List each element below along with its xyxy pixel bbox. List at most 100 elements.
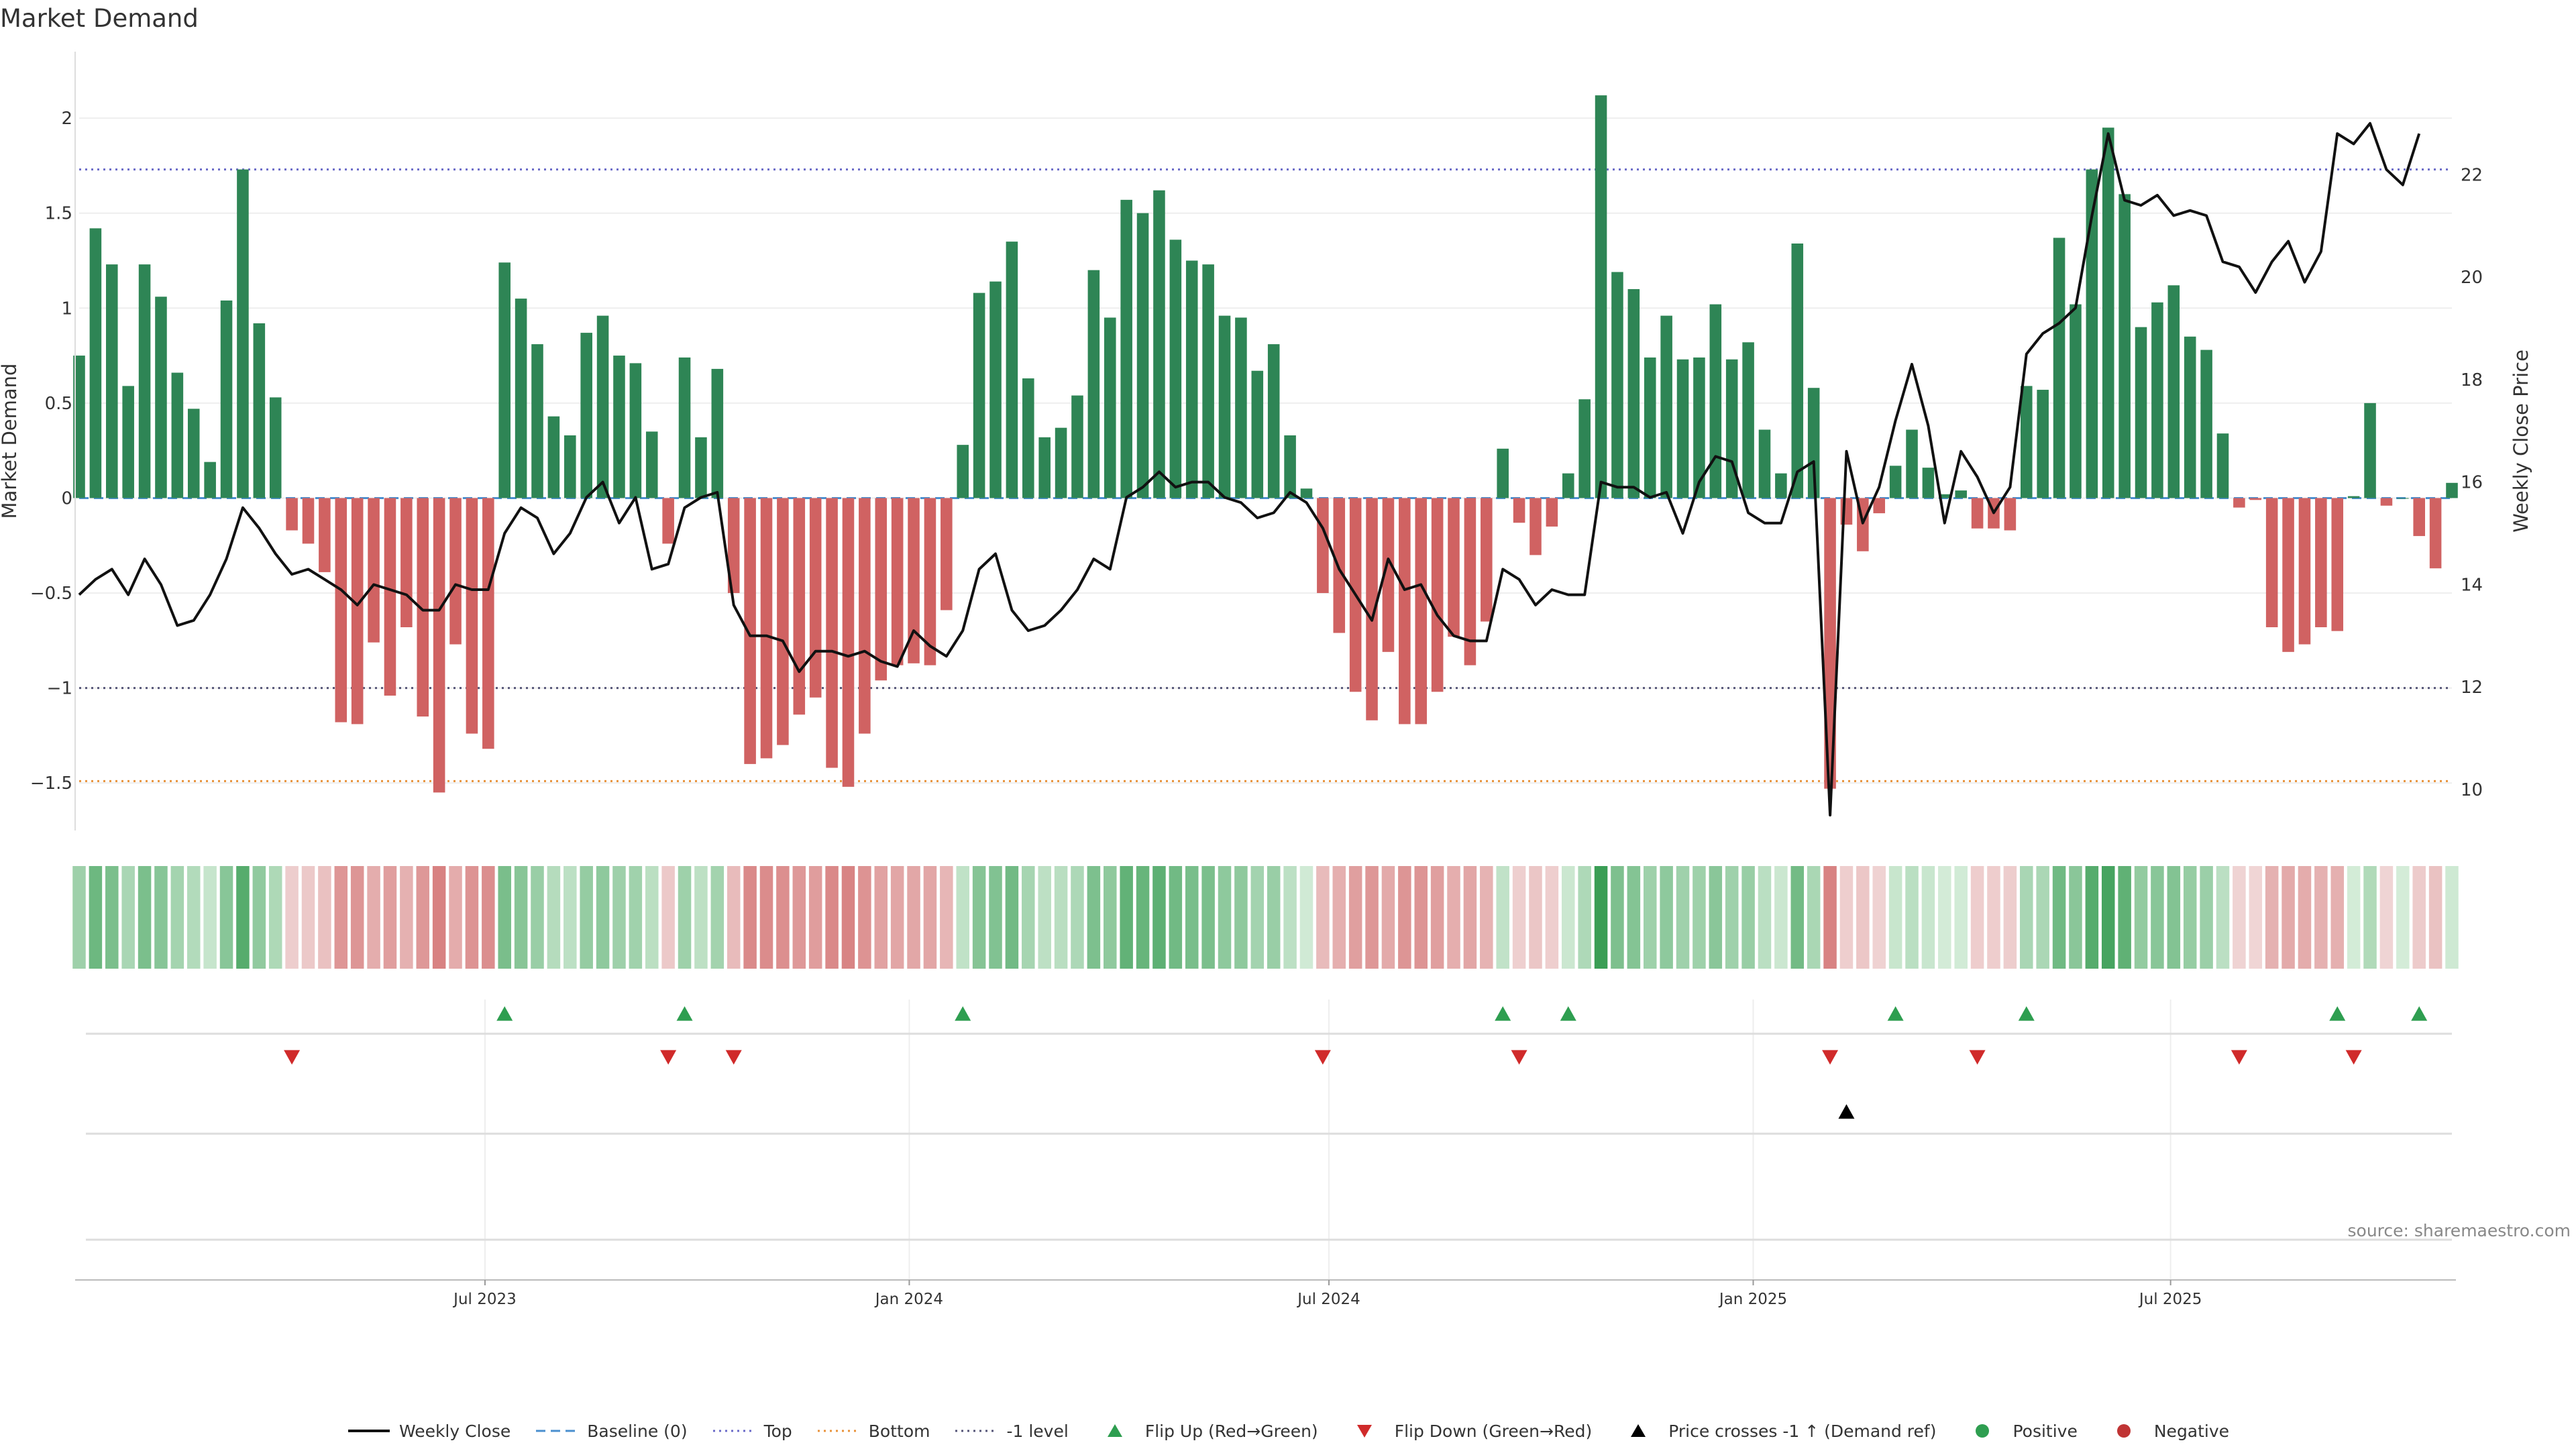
heat-cell [1856, 866, 1870, 969]
triangle-up-icon [1107, 1424, 1122, 1437]
demand-bar [187, 409, 200, 498]
heat-cell [268, 866, 282, 969]
flip-up-marker [955, 1006, 971, 1021]
heat-cell [1823, 866, 1837, 969]
heat-cell [1218, 866, 1232, 969]
heat-cell [2347, 866, 2361, 969]
chart-legend: Weekly Close Baseline (0) Top Bottom -1 leve… [0, 1421, 2576, 1441]
legend-label: Negative [2153, 1421, 2230, 1441]
heat-cell [1839, 866, 1854, 969]
demand-bar [1889, 466, 1902, 498]
y2-tick-label: 18 [2461, 370, 2483, 390]
heat-cell [972, 866, 986, 969]
demand-bar [2265, 498, 2278, 628]
flip-up-marker [2018, 1006, 2035, 1021]
y-tick-label: 1.5 [45, 204, 72, 224]
x-tick-label: Jan 2024 [874, 1291, 943, 1308]
demand-bar [2135, 327, 2147, 498]
demand-bar [1267, 344, 1280, 498]
demand-bar [368, 498, 380, 643]
heat-cell [2249, 866, 2263, 969]
y-tick-label: −1 [47, 679, 72, 699]
demand-bar [564, 435, 576, 498]
demand-bar [1022, 378, 1034, 498]
flip-down-marker [1822, 1050, 1839, 1065]
dotted-line-icon [712, 1430, 755, 1432]
heat-cell [2069, 866, 2082, 969]
legend-item: Top [712, 1421, 792, 1441]
flip-down-marker [2231, 1050, 2247, 1065]
heat-cell [956, 866, 969, 969]
legend-label: Price crosses -1 ↑ (Demand ref) [1668, 1421, 1937, 1441]
heat-cell [1790, 866, 1805, 969]
demand-bar [1333, 498, 1346, 633]
demand-bar [351, 498, 364, 724]
demand-bar [2233, 498, 2245, 508]
heat-cell [236, 866, 250, 969]
demand-bar [1251, 370, 1264, 498]
heat-cell [2265, 866, 2279, 969]
demand-bar [1415, 498, 1428, 724]
demand-bar [2200, 350, 2212, 498]
demand-bar [122, 386, 134, 498]
demand-bar [498, 262, 511, 498]
x-tick-label: Jan 2025 [1718, 1291, 1787, 1308]
heat-cell [1660, 866, 1673, 969]
demand-bar [1693, 357, 1705, 498]
demand-bar [1317, 498, 1329, 594]
demand-bar [138, 264, 151, 498]
y-axis-title: Market Demand [0, 364, 21, 519]
demand-bar [2167, 285, 2180, 498]
heat-cell [858, 866, 871, 969]
demand-bar [2004, 498, 2017, 531]
heat-cell [383, 866, 397, 969]
heat-cell [170, 866, 184, 969]
heat-cell [1545, 866, 1559, 969]
demand-bar [1873, 498, 1886, 514]
heat-cell [1905, 866, 1919, 969]
circle-icon [2116, 1424, 2131, 1438]
demand-bars [73, 95, 2458, 793]
heat-cell [727, 866, 741, 969]
heat-cell [1774, 866, 1788, 969]
heat-cell [2298, 866, 2312, 969]
demand-bar [596, 315, 609, 498]
heat-cell [1398, 866, 1411, 969]
heat-cell [1104, 866, 1117, 969]
demand-bar [2298, 498, 2311, 645]
heat-cell [1807, 866, 1821, 969]
y2-tick-label: 16 [2461, 473, 2483, 493]
heat-cell [531, 866, 544, 969]
demand-bar [809, 498, 822, 698]
demand-bar [1725, 359, 1738, 498]
dashed-line-icon [536, 1430, 578, 1432]
demand-bar [662, 498, 674, 544]
demand-bar [2331, 498, 2344, 631]
demand-bar [1087, 270, 1100, 498]
demand-bar [1709, 304, 1722, 498]
heat-cell [923, 866, 937, 969]
reference-lines [79, 168, 2452, 782]
demand-bar [1971, 498, 1984, 529]
demand-bar [269, 397, 282, 498]
demand-bar [2364, 402, 2376, 498]
heat-cell [2330, 866, 2345, 969]
flip-up-marker [2329, 1006, 2346, 1021]
heat-cell [564, 866, 577, 969]
heat-cell [580, 866, 593, 969]
heat-cell [1938, 866, 1951, 969]
demand-bar [482, 498, 494, 749]
heat-cell [1693, 866, 1706, 969]
demand-bar [466, 498, 478, 734]
demand-bar [957, 445, 969, 498]
heat-cell [645, 866, 659, 969]
heat-cell [2314, 866, 2328, 969]
demand-bar [1562, 473, 1574, 498]
heat-cell [1888, 866, 1902, 969]
heat-cell [138, 866, 152, 969]
demand-bar [106, 264, 118, 498]
heat-cell [1087, 866, 1101, 969]
demand-bar [1153, 190, 1165, 498]
demand-bar [449, 498, 462, 645]
heat-cell [989, 866, 1002, 969]
